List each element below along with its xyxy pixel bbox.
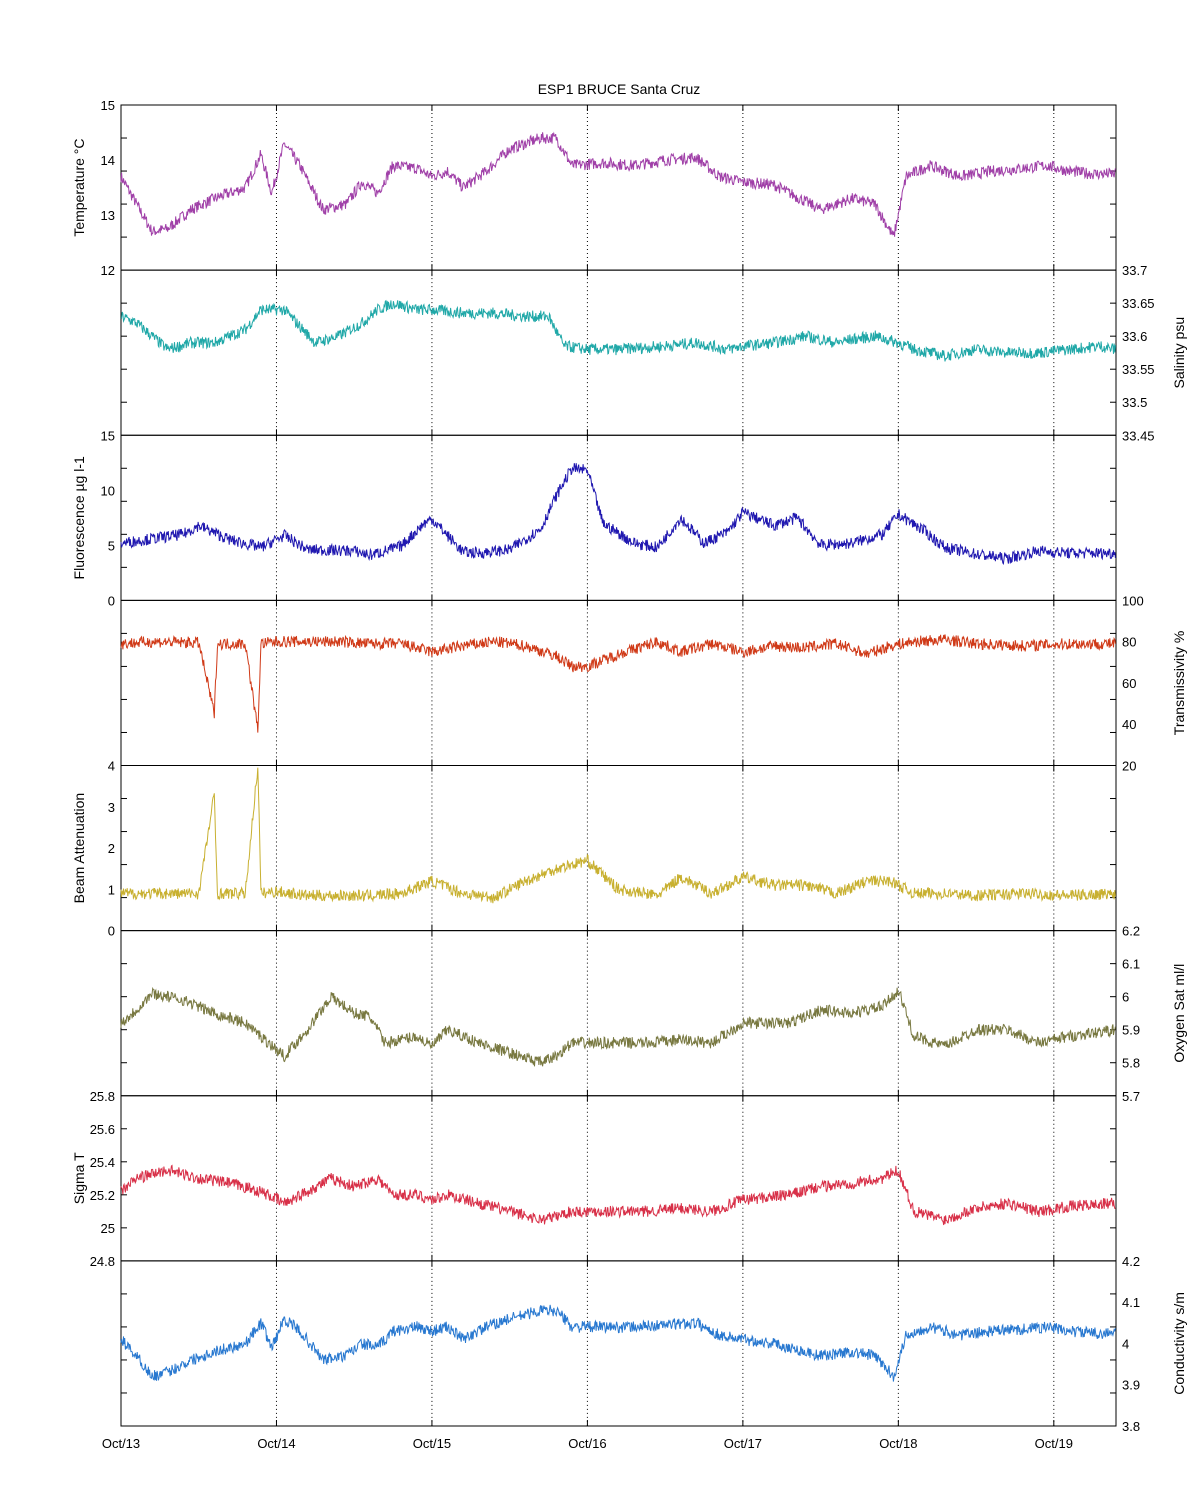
- y-tick-label: 4: [108, 759, 115, 774]
- y-tick-label: 15: [101, 428, 115, 443]
- series-line: [120, 1164, 1116, 1226]
- y-tick-label: 25: [101, 1221, 115, 1236]
- y-tick-label: 4: [1122, 1336, 1129, 1351]
- panel-frame: [120, 434, 1117, 601]
- panel-frame: [120, 765, 1117, 932]
- y-axis-title: Transmissivity %: [1171, 631, 1187, 736]
- y-tick-label: 0: [108, 593, 115, 608]
- panel-6: 5.7 5.8 5.9 6 6.1 6.2 Oxygen Sat ml/l: [120, 924, 1187, 1104]
- y-tick-label: 15: [101, 98, 115, 113]
- panel-frame: [120, 1260, 1117, 1427]
- y-tick-label: 25.4: [90, 1155, 115, 1170]
- y-tick-label: 5.7: [1122, 1089, 1140, 1104]
- y-tick-label: 5.8: [1122, 1056, 1140, 1071]
- panel-frame: [120, 599, 1117, 766]
- x-tick-label: Oct/14: [257, 1436, 295, 1451]
- y-axis-title: Beam Attenuation: [71, 793, 87, 904]
- y-tick-label: 5: [108, 538, 115, 553]
- series-line: [120, 986, 1116, 1067]
- y-tick-label: 6.2: [1122, 924, 1140, 939]
- y-tick-label: 25.8: [90, 1089, 115, 1104]
- panel-frame: [120, 1095, 1117, 1262]
- y-tick-label: 33.45: [1122, 428, 1155, 443]
- y-tick-label: 33.6: [1122, 329, 1147, 344]
- panel-5: 0 1 2 3 4 Beam Attenuation: [71, 759, 1117, 939]
- panel-7: 24.8 25 25.2 25.4 25.6 25.8 Sigma T: [71, 1089, 1117, 1269]
- panel-4: 20 40 60 80 100 Transmissivity %: [120, 593, 1187, 774]
- y-tick-label: 6: [1122, 990, 1129, 1005]
- y-tick-label: 2: [108, 841, 115, 856]
- y-axis-title: Temperature °C: [71, 138, 87, 236]
- y-tick-label: 33.7: [1122, 263, 1147, 278]
- y-tick-label: 0: [108, 924, 115, 939]
- series-line: [120, 1304, 1116, 1382]
- x-tick-label: Oct/17: [724, 1436, 762, 1451]
- y-tick-label: 6.1: [1122, 957, 1140, 972]
- y-tick-label: 40: [1122, 717, 1136, 732]
- y-axis-title: Salinity psu: [1171, 317, 1187, 389]
- y-tick-label: 5.9: [1122, 1023, 1140, 1038]
- panel-8: 3.8 3.9 4 4.1 4.2 Conductivity s/m: [120, 1254, 1187, 1434]
- x-tick-label: Oct/15: [413, 1436, 451, 1451]
- panel-2: 33.45 33.5 33.55 33.6 33.65 33.7 Salinity psu: [120, 263, 1187, 443]
- y-tick-label: 33.55: [1122, 362, 1155, 377]
- y-tick-label: 3.8: [1122, 1419, 1140, 1434]
- y-tick-label: 4.2: [1122, 1254, 1140, 1269]
- y-tick-label: 1: [108, 882, 115, 897]
- panel-1: 12 13 14 15 Temperature °C: [71, 98, 1117, 278]
- x-tick-label: Oct/19: [1035, 1436, 1073, 1451]
- y-axis-title: Sigma T: [71, 1152, 87, 1204]
- y-tick-label: 20: [1122, 759, 1136, 774]
- x-axis: Oct/13 Oct/14 Oct/15 Oct/16 Oct/17 Oct/18 Oct/…: [102, 1436, 1073, 1451]
- series-line: [120, 299, 1116, 362]
- y-tick-label: 10: [101, 483, 115, 498]
- series-line: [120, 463, 1116, 565]
- x-tick-label: Oct/13: [102, 1436, 140, 1451]
- y-axis-title: Oxygen Sat ml/l: [1171, 964, 1187, 1063]
- y-tick-label: 25.2: [90, 1188, 115, 1203]
- chart-title: ESP1 BRUCE Santa Cruz: [538, 81, 701, 97]
- y-tick-label: 25.6: [90, 1122, 115, 1137]
- series-line: [120, 767, 1116, 904]
- y-tick-label: 33.65: [1122, 296, 1155, 311]
- y-tick-label: 33.5: [1122, 395, 1147, 410]
- y-tick-label: 80: [1122, 635, 1136, 650]
- y-axis-title: Fluorescence µg l-1: [71, 456, 87, 579]
- y-axis-title: Conductivity s/m: [1171, 1292, 1187, 1395]
- y-tick-label: 4.1: [1122, 1295, 1140, 1310]
- y-tick-label: 14: [101, 153, 115, 168]
- y-tick-label: 24.8: [90, 1254, 115, 1269]
- y-tick-label: 3: [108, 800, 115, 815]
- panel-frame: [120, 930, 1117, 1097]
- series-line: [120, 131, 1116, 237]
- panel-3: 0 5 10 15 Fluorescence µg l-1: [71, 428, 1117, 608]
- panel-frame: [120, 269, 1117, 436]
- y-tick-label: 12: [101, 263, 115, 278]
- y-tick-label: 100: [1122, 593, 1144, 608]
- series-line: [120, 634, 1116, 733]
- x-tick-label: Oct/18: [879, 1436, 917, 1451]
- y-tick-label: 13: [101, 208, 115, 223]
- y-tick-label: 3.9: [1122, 1378, 1140, 1393]
- y-tick-label: 60: [1122, 676, 1136, 691]
- x-tick-label: Oct/16: [568, 1436, 606, 1451]
